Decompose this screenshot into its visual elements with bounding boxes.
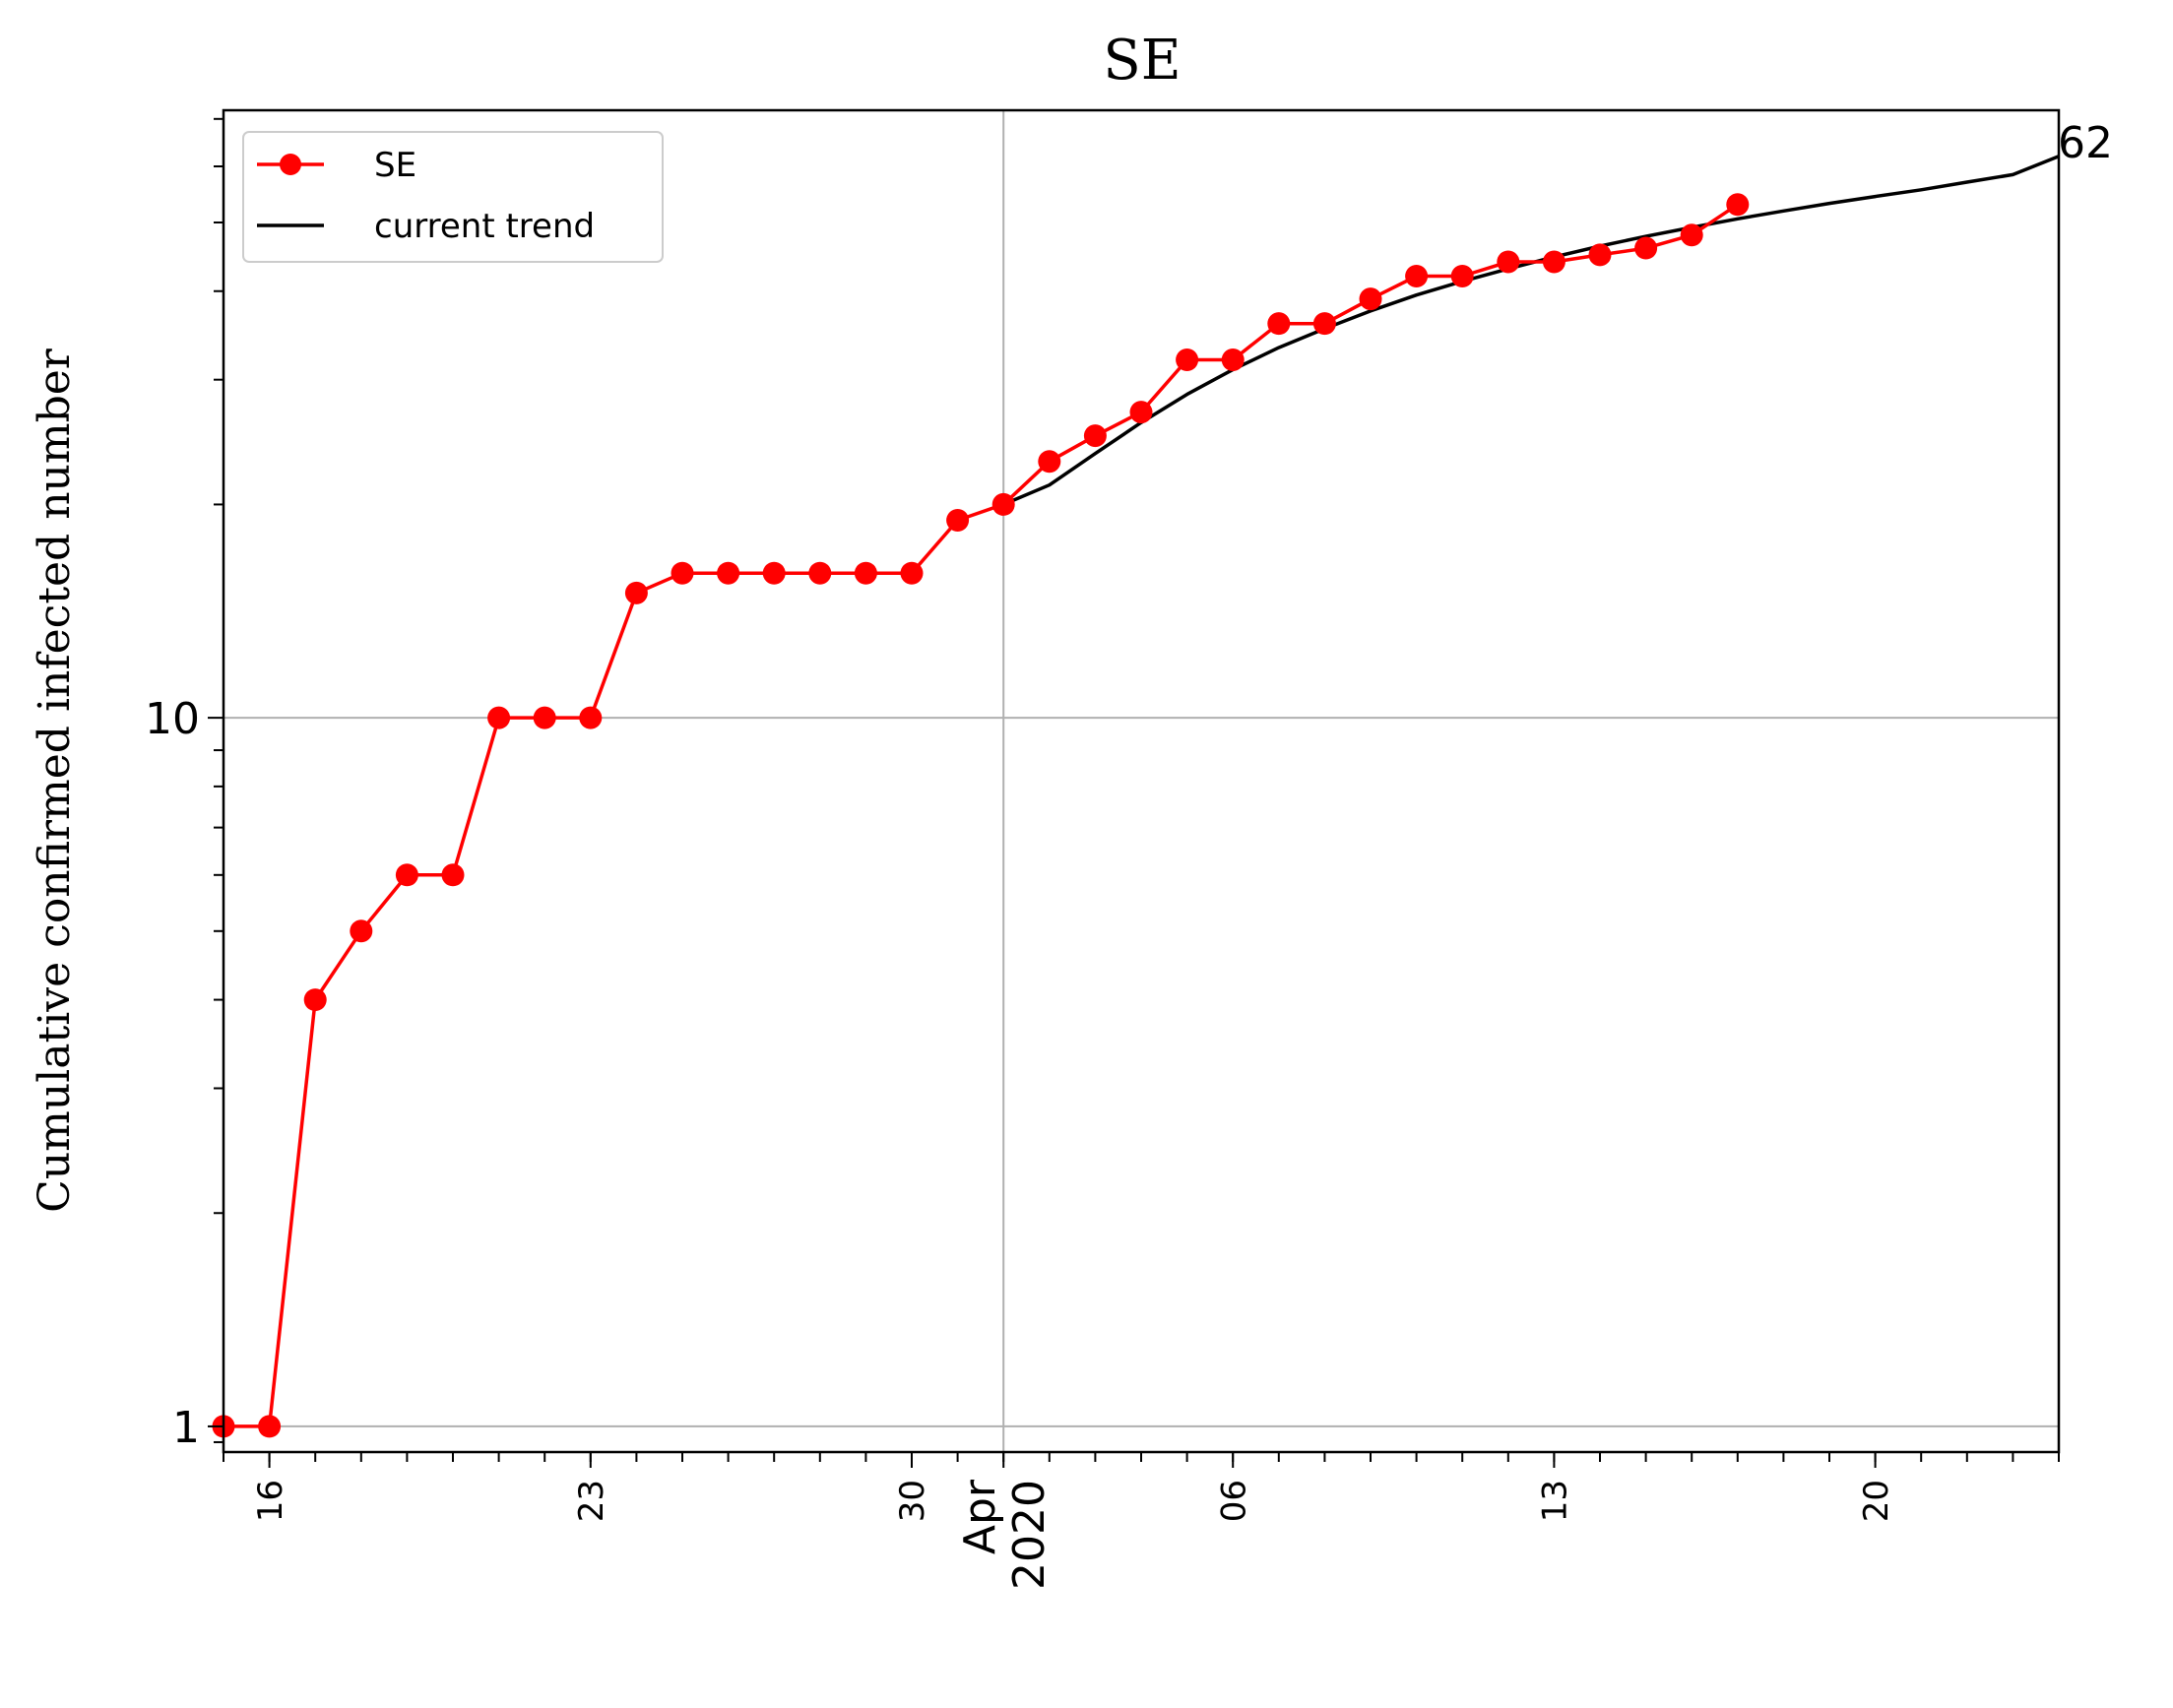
y-tick-label: 1 [172, 1403, 200, 1453]
x-tick-label: 16 [251, 1480, 290, 1522]
se-data-point [1726, 193, 1750, 217]
se-data-point [1680, 223, 1703, 247]
x-tick-label: 06 [1214, 1480, 1253, 1522]
y-axis-label: Cumulative confirmed infected number [30, 348, 80, 1213]
se-data-point [1038, 450, 1061, 474]
x-tick-label: Apr [955, 1479, 1005, 1554]
se-data-point [717, 561, 740, 585]
x-tick-label: 13 [1536, 1480, 1575, 1522]
se-data-point [1267, 312, 1291, 336]
x-tick-label: 2020 [1004, 1480, 1055, 1590]
se-series-line [224, 203, 1739, 1428]
se-data-point [533, 706, 556, 729]
se-data-point [946, 508, 970, 532]
se-data-point [1176, 348, 1199, 372]
se-data-point [1588, 243, 1612, 267]
series-layer [212, 155, 2060, 1438]
se-data-point [395, 863, 418, 887]
legend: SE current trend [242, 131, 664, 263]
se-data-point [258, 1415, 282, 1438]
se-data-point [900, 561, 924, 585]
se-data-point [1221, 348, 1245, 372]
se-data-point [1359, 287, 1382, 311]
legend-trend-label: current trend [374, 207, 595, 246]
se-data-point [854, 561, 877, 585]
se-data-point [762, 561, 786, 585]
x-tick-label: 30 [893, 1480, 932, 1522]
se-data-point [1450, 264, 1474, 287]
x-tick-label: 23 [572, 1480, 611, 1522]
se-data-point [1497, 250, 1520, 274]
se-data-point [487, 706, 511, 729]
axis-ticks: 16 23 30 Apr 2020 06 13 20 1 10 [145, 117, 2060, 1590]
se-data-point [1312, 312, 1336, 336]
y-tick-label: 10 [145, 694, 200, 744]
se-data-point [1542, 250, 1566, 274]
chart-title: SE [1103, 29, 1181, 93]
se-data-point [1634, 236, 1658, 260]
legend-box [242, 131, 664, 263]
se-data-point [579, 706, 603, 729]
legend-se-marker [280, 154, 301, 175]
x-tick-label: 20 [1857, 1480, 1896, 1522]
end-value-annotation: 62 [2058, 118, 2113, 168]
se-data-point [624, 581, 648, 604]
se-data-point [303, 988, 327, 1012]
se-data-point [671, 561, 694, 585]
se-data-point [441, 863, 465, 887]
se-data-point [1129, 401, 1153, 424]
se-data-point [350, 919, 373, 943]
se-data-point [1405, 264, 1429, 287]
se-data-point [808, 561, 832, 585]
se-data-point [1083, 424, 1107, 448]
legend-se-label: SE [374, 146, 416, 185]
se-data-point [991, 492, 1015, 516]
